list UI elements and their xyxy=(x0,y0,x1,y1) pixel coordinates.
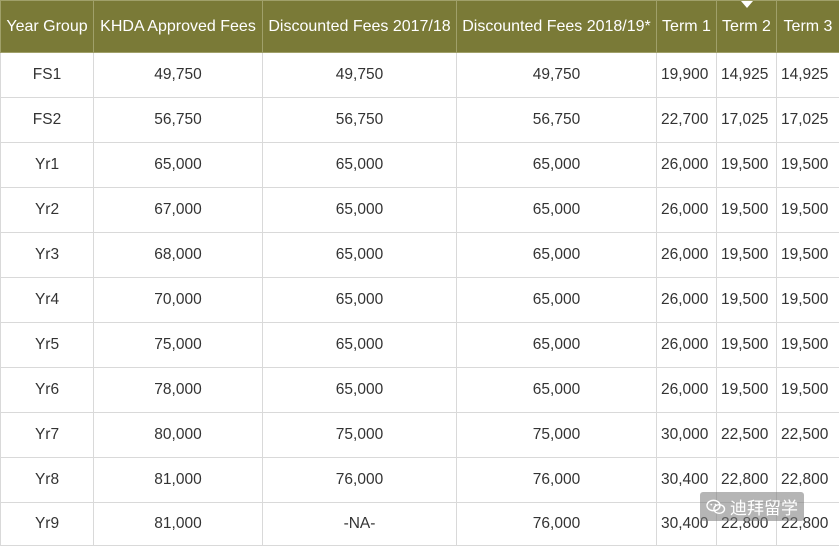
cell-term-1: 26,000 xyxy=(657,323,717,368)
cell-discounted-fees-2017-18: 65,000 xyxy=(263,233,457,278)
watermark-text: 迪拜留学 xyxy=(730,494,798,519)
cell-discounted-fees-2018-19: 65,000 xyxy=(457,278,657,323)
cell-year-group: Yr7 xyxy=(1,413,94,458)
cell-khda-approved-fees: 68,000 xyxy=(94,233,263,278)
cell-khda-approved-fees: 67,000 xyxy=(94,188,263,233)
cell-discounted-fees-2018-19: 49,750 xyxy=(457,53,657,98)
cell-term-3: 22,500 xyxy=(777,413,839,458)
cell-term-3: 19,500 xyxy=(777,368,839,413)
cell-year-group: Yr5 xyxy=(1,323,94,368)
cell-discounted-fees-2017-18: 76,000 xyxy=(263,458,457,503)
cell-year-group: Yr4 xyxy=(1,278,94,323)
cell-discounted-fees-2018-19: 65,000 xyxy=(457,143,657,188)
cell-term-1: 26,000 xyxy=(657,233,717,278)
watermark: 迪拜留学 xyxy=(700,492,804,521)
table-row: Yr2 67,000 65,000 65,000 26,000 19,500 1… xyxy=(1,188,839,233)
cell-discounted-fees-2017-18: 56,750 xyxy=(263,98,457,143)
cell-term-3: 14,925 xyxy=(777,53,839,98)
cell-term-2: 22,500 xyxy=(717,413,777,458)
header-discounted-fees-2017-18[interactable]: Discounted Fees 2017/18 xyxy=(263,1,457,53)
header-term-1[interactable]: Term 1 xyxy=(657,1,717,53)
cell-year-group: Yr3 xyxy=(1,233,94,278)
cell-year-group: Yr1 xyxy=(1,143,94,188)
header-discounted-fees-2018-19[interactable]: Discounted Fees 2018/19* xyxy=(457,1,657,53)
cell-discounted-fees-2017-18: 75,000 xyxy=(263,413,457,458)
cell-discounted-fees-2018-19: 56,750 xyxy=(457,98,657,143)
cell-discounted-fees-2017-18: 49,750 xyxy=(263,53,457,98)
cell-khda-approved-fees: 80,000 xyxy=(94,413,263,458)
cell-term-3: 19,500 xyxy=(777,233,839,278)
cell-term-2: 19,500 xyxy=(717,143,777,188)
cell-term-3: 19,500 xyxy=(777,188,839,233)
cell-term-2: 17,025 xyxy=(717,98,777,143)
cell-term-1: 26,000 xyxy=(657,188,717,233)
cell-discounted-fees-2017-18: 65,000 xyxy=(263,188,457,233)
cell-khda-approved-fees: 56,750 xyxy=(94,98,263,143)
cell-term-3: 19,500 xyxy=(777,143,839,188)
cell-khda-approved-fees: 81,000 xyxy=(94,503,263,546)
cell-term-2: 19,500 xyxy=(717,233,777,278)
cell-year-group: FS1 xyxy=(1,53,94,98)
table-row: Yr1 65,000 65,000 65,000 26,000 19,500 1… xyxy=(1,143,839,188)
table-row: Yr5 75,000 65,000 65,000 26,000 19,500 1… xyxy=(1,323,839,368)
header-row: Year Group KHDA Approved Fees Discounted… xyxy=(1,1,839,53)
cell-term-1: 26,000 xyxy=(657,278,717,323)
table-row: FS2 56,750 56,750 56,750 22,700 17,025 1… xyxy=(1,98,839,143)
table-row: FS1 49,750 49,750 49,750 19,900 14,925 1… xyxy=(1,53,839,98)
cell-discounted-fees-2018-19: 65,000 xyxy=(457,368,657,413)
cell-discounted-fees-2017-18: 65,000 xyxy=(263,323,457,368)
cell-khda-approved-fees: 65,000 xyxy=(94,143,263,188)
cell-khda-approved-fees: 49,750 xyxy=(94,53,263,98)
cell-khda-approved-fees: 78,000 xyxy=(94,368,263,413)
cell-term-3: 17,025 xyxy=(777,98,839,143)
cell-discounted-fees-2018-19: 65,000 xyxy=(457,188,657,233)
table-row: Yr3 68,000 65,000 65,000 26,000 19,500 1… xyxy=(1,233,839,278)
header-term-2[interactable]: Term 2 xyxy=(717,1,777,53)
cell-discounted-fees-2017-18: 65,000 xyxy=(263,278,457,323)
header-khda-approved-fees[interactable]: KHDA Approved Fees xyxy=(94,1,263,53)
cell-khda-approved-fees: 81,000 xyxy=(94,458,263,503)
table-row: Yr6 78,000 65,000 65,000 26,000 19,500 1… xyxy=(1,368,839,413)
header-term-3[interactable]: Term 3 xyxy=(777,1,839,53)
cell-year-group: Yr6 xyxy=(1,368,94,413)
cell-year-group: FS2 xyxy=(1,98,94,143)
cell-term-2: 19,500 xyxy=(717,188,777,233)
cell-term-1: 26,000 xyxy=(657,143,717,188)
cell-discounted-fees-2018-19: 75,000 xyxy=(457,413,657,458)
wechat-icon xyxy=(706,499,726,515)
header-year-group[interactable]: Year Group xyxy=(1,1,94,53)
table-row: Yr7 80,000 75,000 75,000 30,000 22,500 2… xyxy=(1,413,839,458)
cell-year-group: Yr8 xyxy=(1,458,94,503)
cell-year-group: Yr9 xyxy=(1,503,94,546)
cell-term-1: 22,700 xyxy=(657,98,717,143)
cell-term-3: 19,500 xyxy=(777,278,839,323)
cell-discounted-fees-2018-19: 65,000 xyxy=(457,233,657,278)
cell-discounted-fees-2017-18: 65,000 xyxy=(263,368,457,413)
cell-discounted-fees-2018-19: 65,000 xyxy=(457,323,657,368)
cell-term-2: 19,500 xyxy=(717,278,777,323)
cell-term-2: 19,500 xyxy=(717,323,777,368)
cell-term-2: 19,500 xyxy=(717,368,777,413)
cell-discounted-fees-2017-18: 65,000 xyxy=(263,143,457,188)
cell-khda-approved-fees: 75,000 xyxy=(94,323,263,368)
cell-term-2: 14,925 xyxy=(717,53,777,98)
cell-discounted-fees-2017-18: -NA- xyxy=(263,503,457,546)
cell-khda-approved-fees: 70,000 xyxy=(94,278,263,323)
cell-year-group: Yr2 xyxy=(1,188,94,233)
cell-term-1: 30,000 xyxy=(657,413,717,458)
cell-term-3: 19,500 xyxy=(777,323,839,368)
cell-term-1: 19,900 xyxy=(657,53,717,98)
cell-discounted-fees-2018-19: 76,000 xyxy=(457,503,657,546)
cell-discounted-fees-2018-19: 76,000 xyxy=(457,458,657,503)
table-row: Yr4 70,000 65,000 65,000 26,000 19,500 1… xyxy=(1,278,839,323)
cell-term-1: 26,000 xyxy=(657,368,717,413)
